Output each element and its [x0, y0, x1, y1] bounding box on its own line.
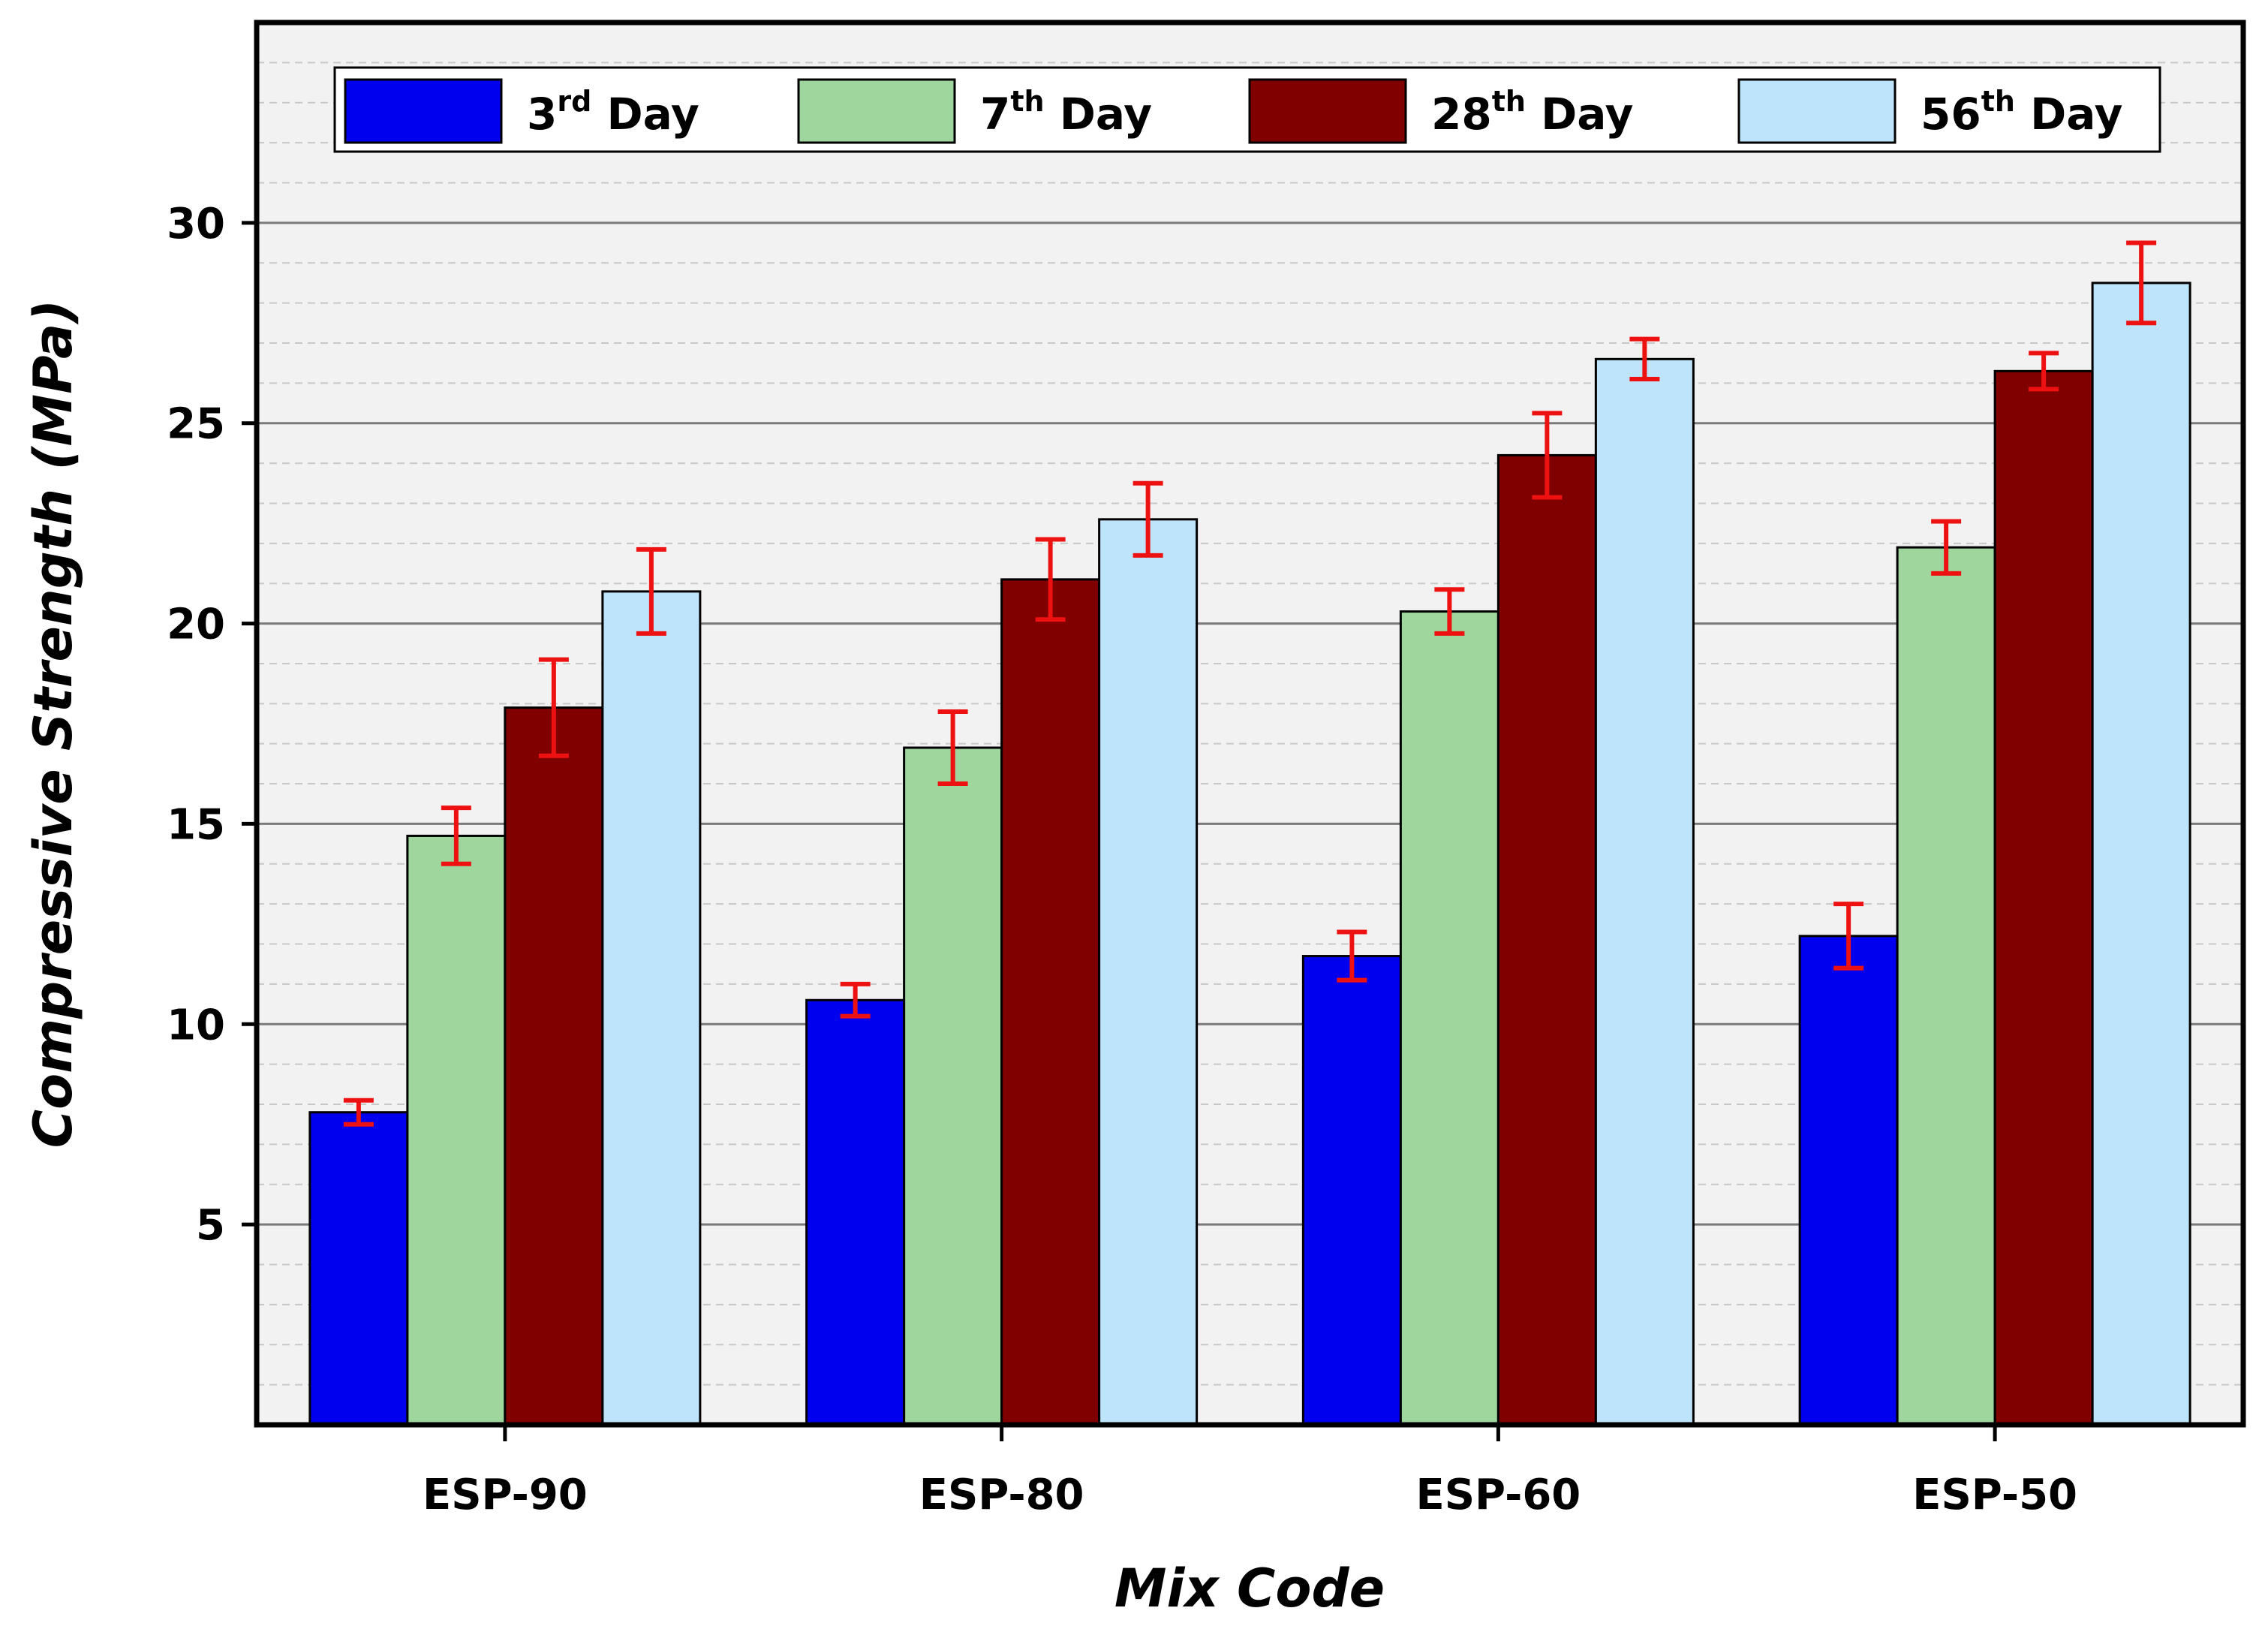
y-tick-label: 25	[167, 400, 225, 449]
bar	[1000, 578, 1101, 1426]
bar	[504, 706, 604, 1426]
bar	[805, 998, 906, 1426]
bar	[1399, 610, 1499, 1426]
x-axis-title: Mix Code	[1114, 1558, 1385, 1619]
bar	[1098, 518, 1199, 1426]
y-tick-label: 20	[167, 601, 225, 649]
bar	[601, 590, 702, 1426]
legend-label: 7th Day	[980, 85, 1152, 140]
error-bars	[343, 240, 2157, 1127]
y-tick-label: 15	[167, 800, 225, 849]
y-tick-label: 30	[167, 200, 225, 248]
x-tick-label: ESP-90	[423, 1471, 588, 1519]
y-axis-title: Compressive Strength (MPa)	[23, 300, 84, 1149]
bar	[1896, 546, 1996, 1426]
legend-swatch	[1248, 78, 1407, 144]
bar	[406, 834, 507, 1426]
legend: 3rd Day 7th Day 28th Day 56th Day	[333, 66, 2161, 153]
legend-label: 3rd Day	[527, 85, 699, 140]
bar	[2091, 282, 2191, 1426]
legend-swatch	[797, 78, 956, 144]
axis-ticks: 5 10 15 20 25 30 ESP-90 ESP-80 ESP-60 ESP-50	[167, 200, 2077, 1519]
plot-frame	[254, 20, 2246, 1428]
y-tick-label: 5	[196, 1201, 225, 1250]
bar	[1993, 369, 2094, 1426]
legend-label: 28th Day	[1431, 85, 1633, 140]
x-tick-label: ESP-50	[1912, 1471, 2077, 1519]
legend-swatch	[1737, 78, 1897, 144]
legend-label: 56th Day	[1921, 85, 2122, 140]
bar	[1798, 935, 1899, 1426]
bar	[1496, 453, 1597, 1426]
bars	[308, 282, 2191, 1426]
x-tick-label: ESP-60	[1415, 1471, 1581, 1519]
y-tick-label: 10	[167, 1001, 225, 1049]
bar	[1594, 357, 1695, 1426]
bar	[1301, 955, 1402, 1426]
x-tick-label: ESP-80	[919, 1471, 1084, 1519]
bar	[308, 1111, 409, 1426]
legend-swatch	[344, 78, 503, 144]
bar	[903, 746, 1003, 1426]
